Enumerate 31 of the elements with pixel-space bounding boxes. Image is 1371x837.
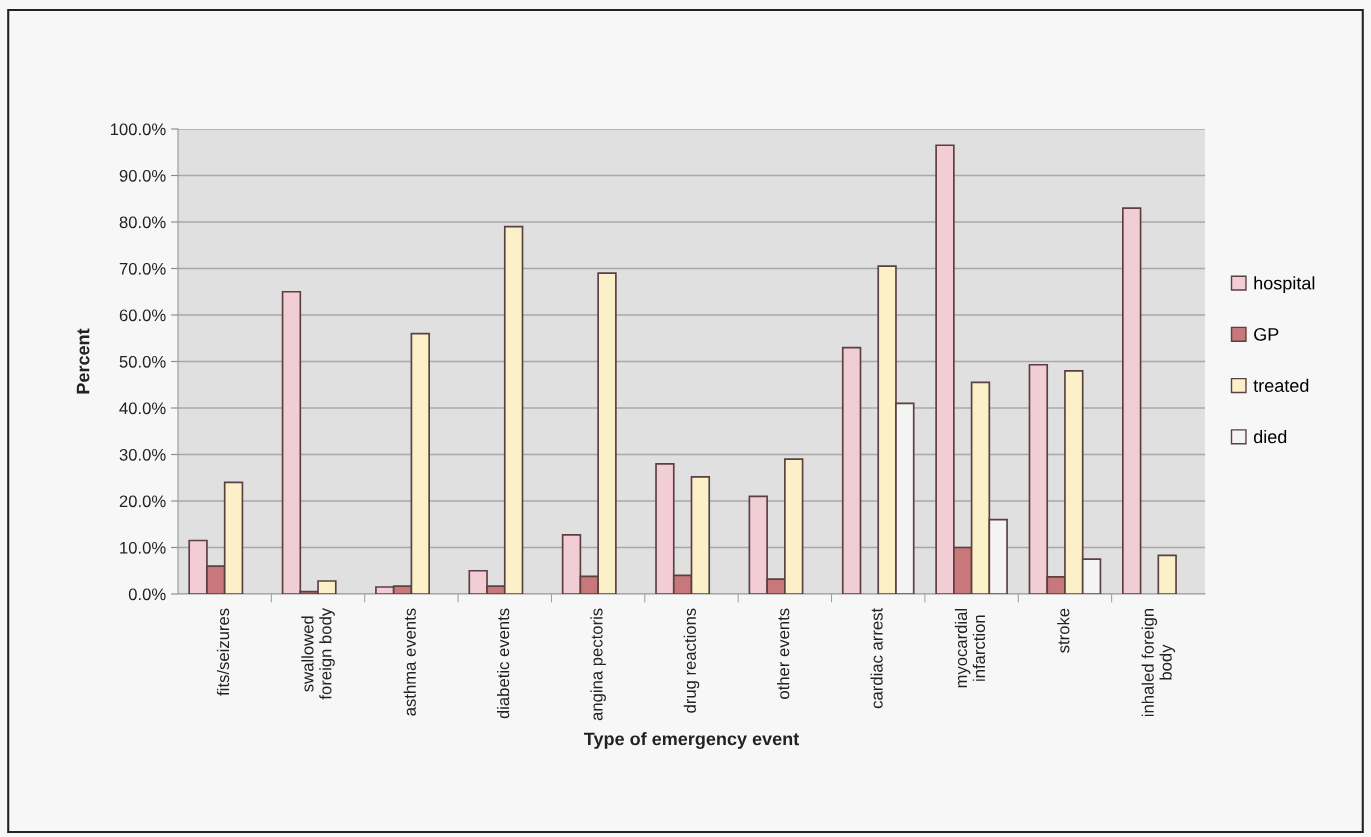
x-tick-label: asthma events — [403, 608, 416, 716]
bar — [841, 346, 862, 594]
y-tick-label: 50.0% — [119, 355, 166, 368]
y-tick-label: 100.0% — [110, 123, 166, 136]
x-tick-label: diabetic events — [497, 608, 510, 719]
y-tick-label: 80.0% — [119, 216, 166, 229]
y-axis-title: Percent — [76, 328, 90, 394]
x-axis-title: Type of emergency event — [584, 732, 799, 749]
y-tick-label: 90.0% — [119, 169, 166, 182]
legend-label: died — [1253, 429, 1287, 444]
legend-label: GP — [1254, 327, 1279, 341]
y-tick-label: 0.0% — [128, 588, 166, 601]
x-tick-label: cardiac arrest — [870, 608, 883, 709]
x-tick-label: drug reactions — [683, 608, 700, 713]
legend-label: hospital — [1254, 276, 1315, 294]
x-tick-label: fits/seizures — [216, 608, 230, 696]
bar — [1122, 207, 1142, 594]
x-tick-label: other events — [777, 608, 790, 699]
x-tick-label: stroke — [1057, 608, 1070, 653]
bar — [1157, 554, 1177, 594]
y-tick-label: 60.0% — [119, 309, 166, 322]
x-tick-label: swallowed foreign body — [301, 607, 335, 700]
x-tick-label: inhaled foreign body — [1141, 608, 1176, 717]
x-tick-label: angina pectoris — [590, 608, 606, 721]
y-tick-label: 30.0% — [119, 448, 166, 461]
y-tick-label: 40.0% — [119, 402, 166, 415]
legend-label: treated — [1253, 378, 1309, 393]
x-tick-label: myocardial infarction — [954, 609, 986, 688]
y-tick-label: 10.0% — [120, 541, 166, 554]
y-tick-label: 20.0% — [119, 495, 166, 508]
y-tick-label: 70.0% — [119, 262, 166, 275]
